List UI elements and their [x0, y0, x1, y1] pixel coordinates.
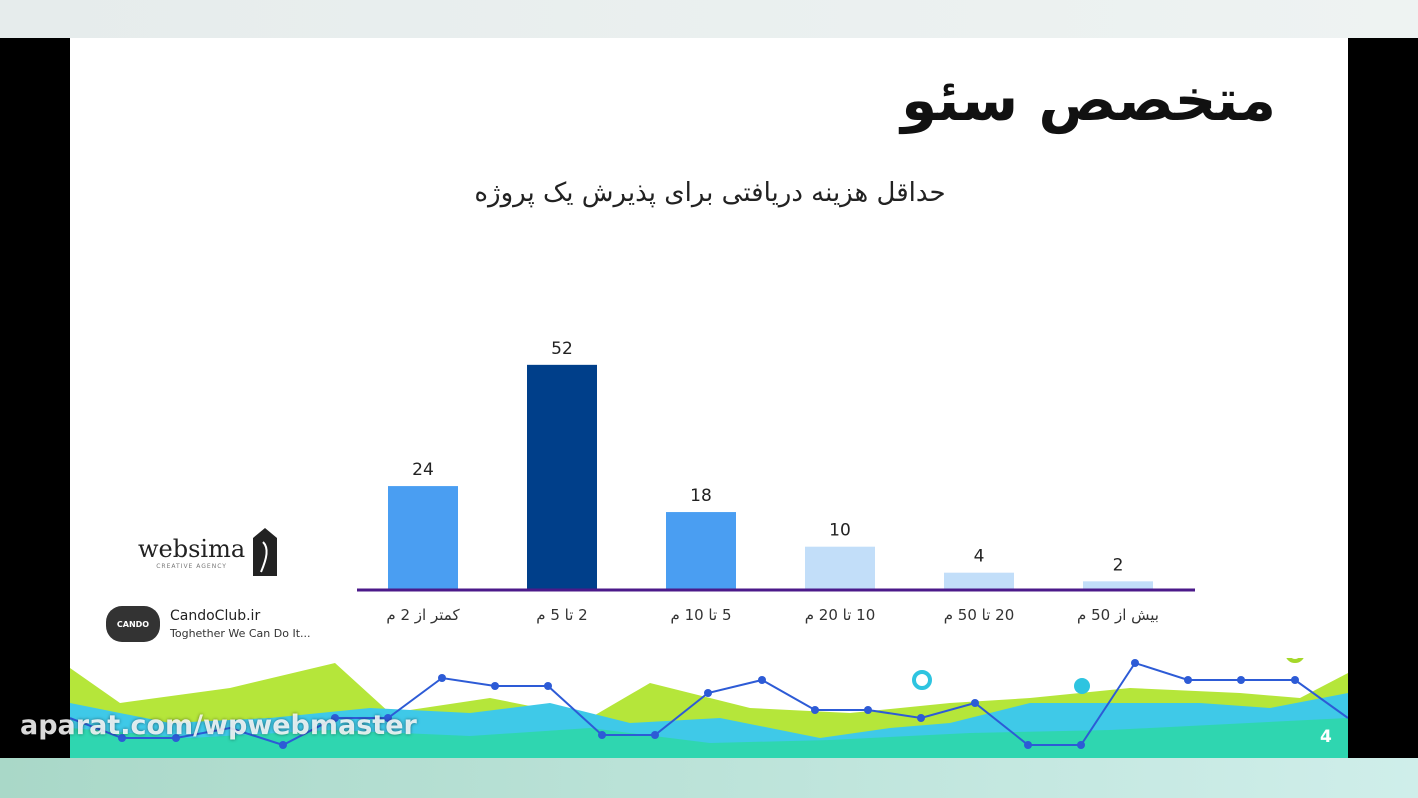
- slide: متخصص سئو حداقل هزینه دریافتی برای پذیرش…: [70, 38, 1348, 758]
- cando-badge: CANDO: [106, 606, 160, 642]
- cando-name: CandoClub.ir: [170, 608, 261, 624]
- x-tick-label: کمتر از 2 م: [386, 606, 460, 624]
- cando-tagline: Toghether We Can Do It...: [170, 627, 311, 640]
- bar: [1083, 581, 1153, 590]
- websima-tagline: CREATIVE AGENCY: [156, 562, 227, 570]
- bottom-bar: [0, 758, 1418, 798]
- data-label: 4: [974, 547, 985, 567]
- cando-logo: CANDO CandoClub.ir Toghether We Can Do I…: [106, 606, 311, 642]
- x-tick-label: 2 تا 5 م: [536, 606, 587, 624]
- bar: [388, 486, 458, 590]
- bar: [666, 512, 736, 590]
- websima-logo: websima CREATIVE AGENCY: [138, 528, 279, 576]
- slide-title: متخصص سئو: [901, 66, 1276, 134]
- x-tick-label: بیش از 50 م: [1077, 606, 1159, 624]
- websima-name: websima: [138, 534, 246, 563]
- data-label: 10: [829, 521, 851, 541]
- data-label: 24: [412, 460, 434, 480]
- bar: [944, 572, 1014, 590]
- bar: [527, 364, 597, 590]
- data-label: 2: [1113, 555, 1124, 575]
- bar: [805, 546, 875, 590]
- x-tick-label: 10 تا 20 م: [805, 606, 876, 624]
- watermark: aparat.com/wpwebmaster: [20, 710, 417, 741]
- websima-emblem-icon: [253, 528, 278, 576]
- data-label: 18: [690, 486, 712, 506]
- data-label: 52: [551, 339, 573, 359]
- page-number: 4: [1320, 727, 1332, 747]
- top-bar: [0, 0, 1418, 38]
- x-tick-label: 5 تا 10 م: [671, 606, 732, 624]
- chart-title: حداقل هزینه دریافتی برای پذیرش یک پروژه: [474, 178, 946, 208]
- x-tick-label: 20 تا 50 م: [944, 606, 1015, 624]
- decorative-waves: [70, 658, 1348, 758]
